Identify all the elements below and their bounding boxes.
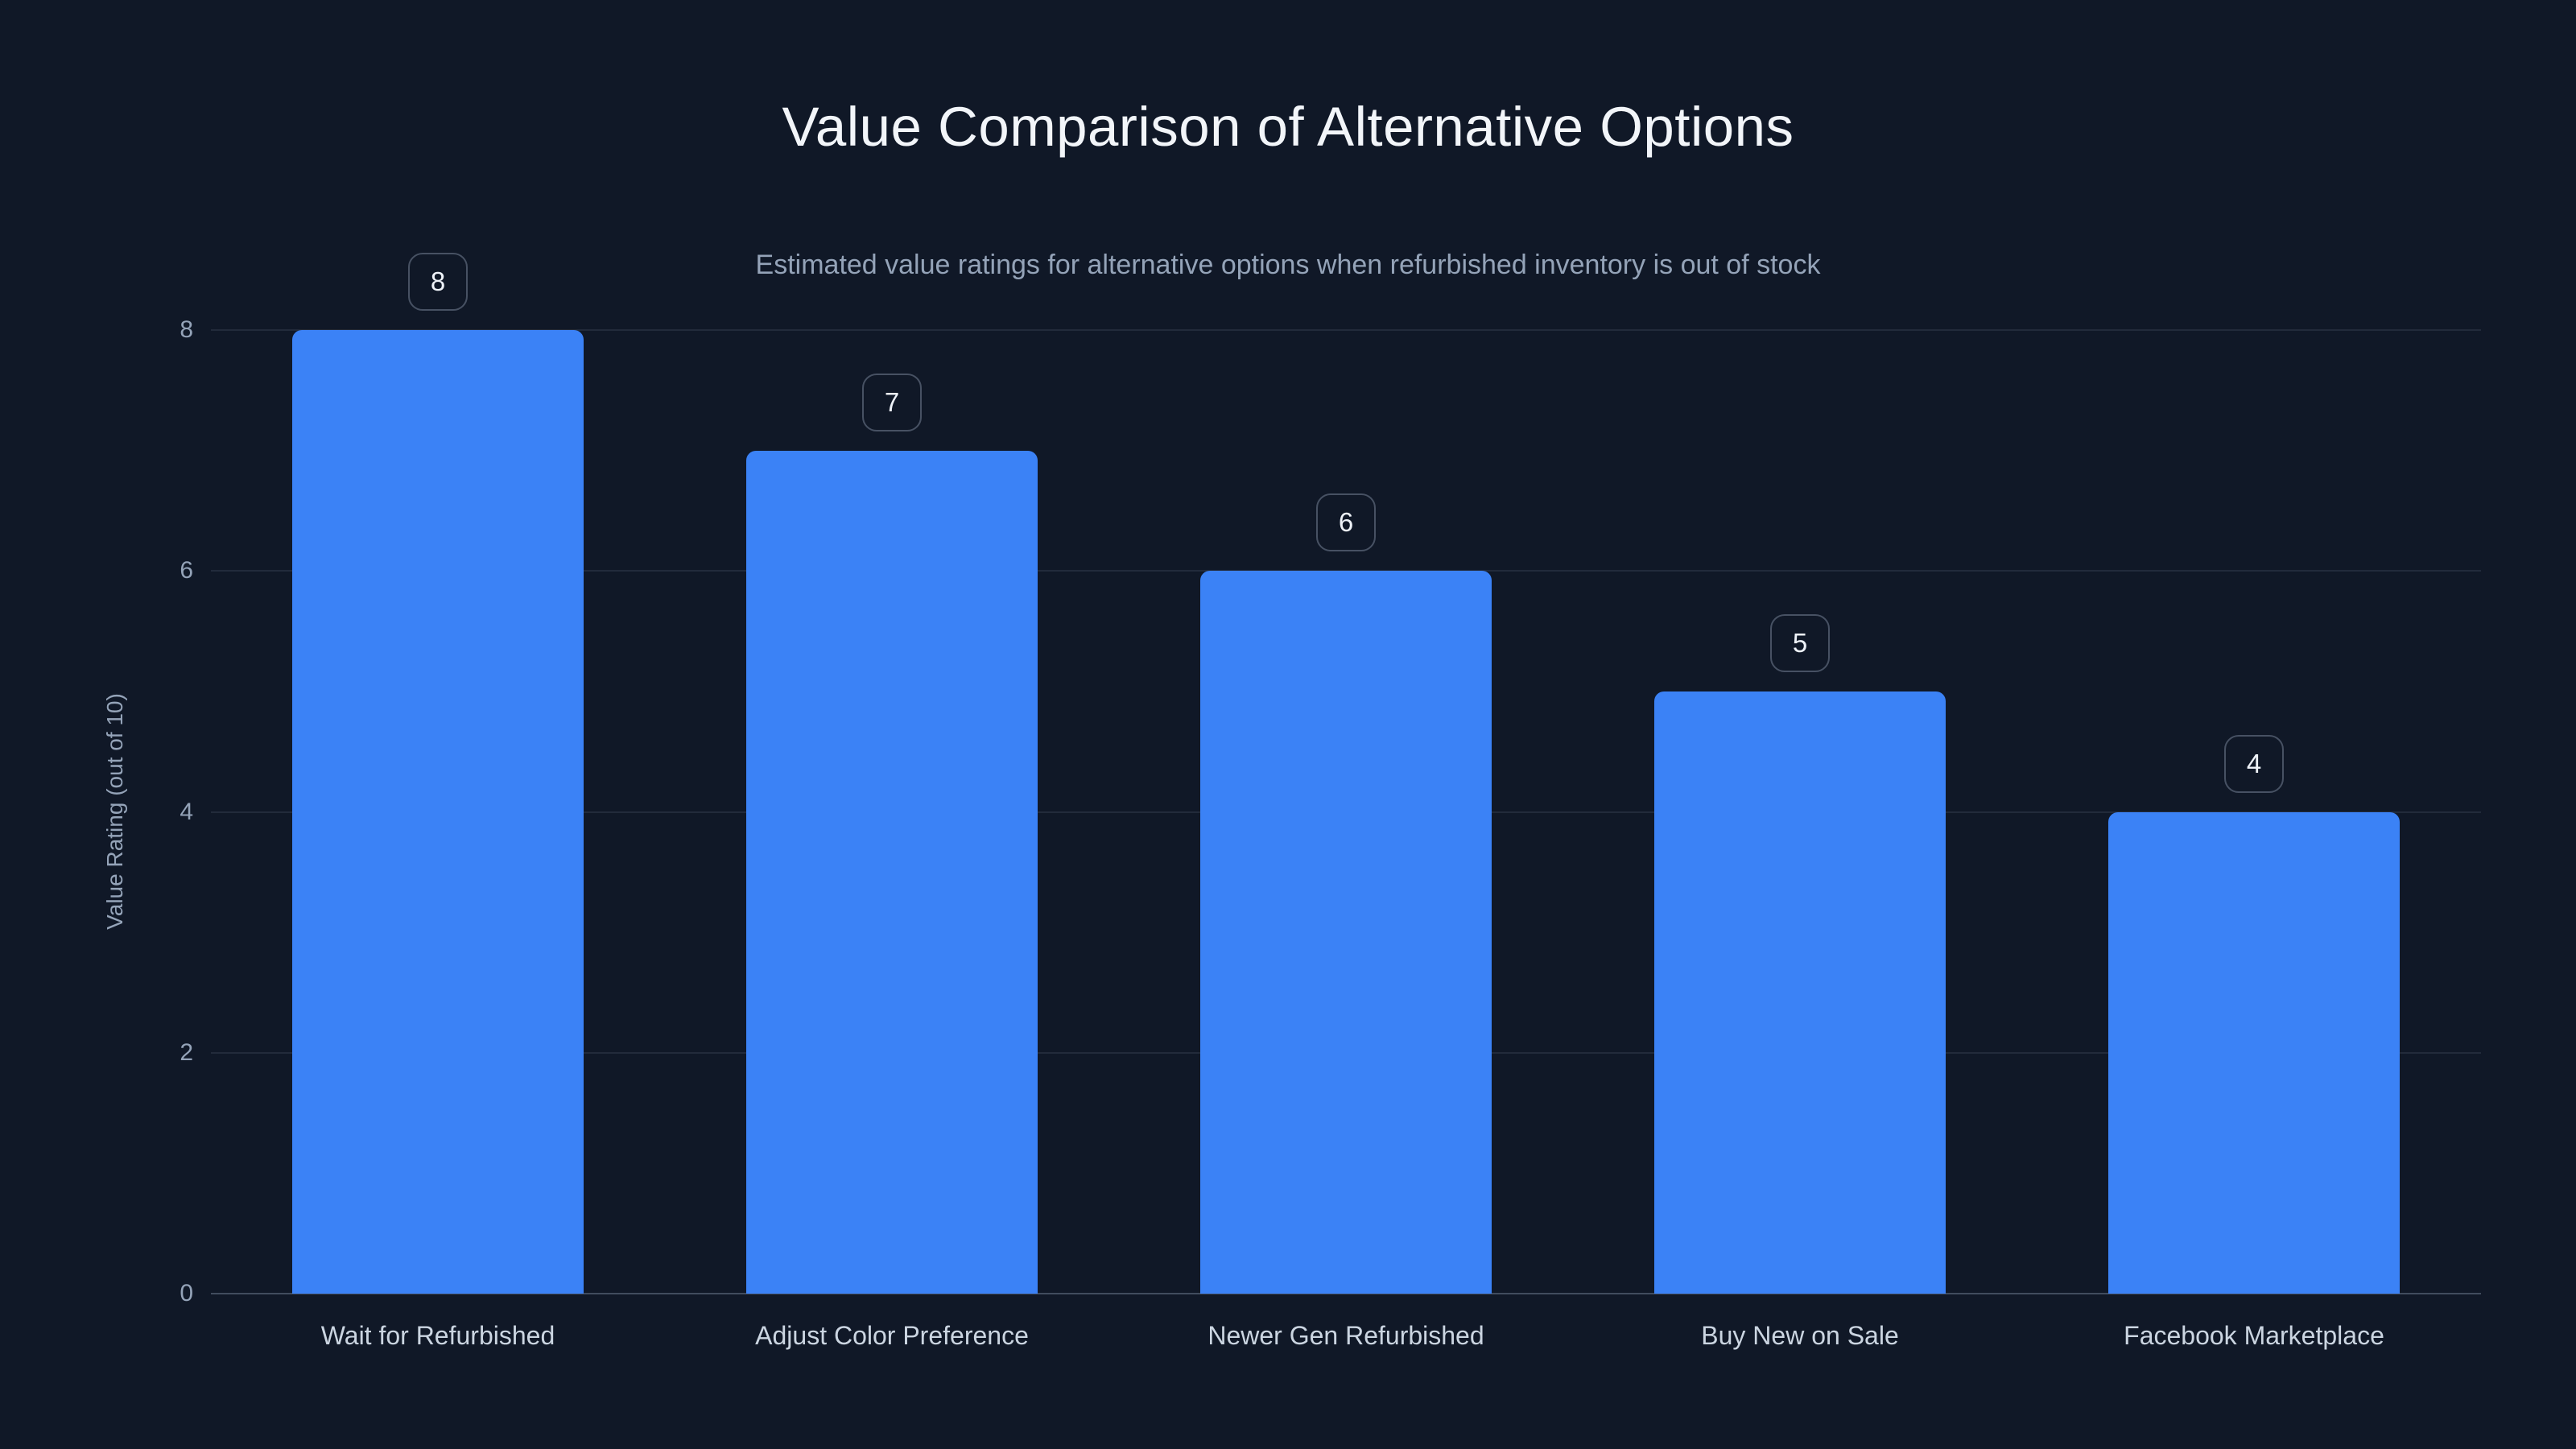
value-badge-text: 6: [1338, 507, 1354, 538]
x-axis-label-facebook-marketplace: Facebook Marketplace: [2124, 1321, 2384, 1350]
x-axis-baseline: [211, 1293, 2481, 1294]
chart-subtitle: Estimated value ratings for alternative …: [755, 250, 1821, 280]
y-tick-label-4: 4: [180, 798, 193, 825]
x-axis-label-newer-gen-refurbished: Newer Gen Refurbished: [1208, 1321, 1484, 1350]
chart-title: Value Comparison of Alternative Options: [782, 96, 1794, 158]
x-axis-label-adjust-color-preference: Adjust Color Preference: [755, 1321, 1029, 1350]
value-badge-newer-gen-refurbished: 6: [1316, 493, 1376, 552]
bar-adjust-color-preference[interactable]: [746, 450, 1038, 1294]
value-badge-text: 7: [884, 386, 900, 417]
value-badge-buy-new-on-sale: 5: [1770, 613, 1830, 672]
y-tick-label-2: 2: [180, 1038, 193, 1066]
value-badge-text: 5: [1792, 627, 1808, 658]
y-tick-label-6: 6: [180, 557, 193, 584]
bar-wait-for-refurbished[interactable]: [292, 330, 584, 1294]
bar-facebook-marketplace[interactable]: [2108, 811, 2400, 1294]
bar-newer-gen-refurbished[interactable]: [1200, 571, 1492, 1294]
x-axis-label-buy-new-on-sale: Buy New on Sale: [1701, 1321, 1899, 1350]
value-badge-adjust-color-preference: 7: [862, 373, 922, 431]
value-badge-wait-for-refurbished: 8: [408, 253, 468, 311]
value-badge-text: 8: [430, 266, 446, 296]
y-tick-label-0: 0: [180, 1280, 193, 1307]
y-tick-label-8: 8: [180, 316, 193, 343]
value-badge-text: 4: [2246, 748, 2262, 778]
bar-buy-new-on-sale[interactable]: [1654, 691, 1946, 1294]
value-badge-facebook-marketplace: 4: [2224, 734, 2284, 793]
gridline-8: [211, 329, 2481, 331]
x-axis-label-wait-for-refurbished: Wait for Refurbished: [320, 1321, 555, 1350]
